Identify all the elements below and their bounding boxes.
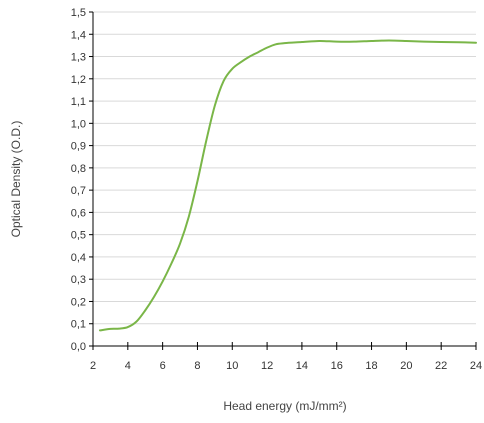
- x-tick-label: 14: [296, 360, 308, 372]
- x-axis-title: Head energy (mJ/mm²): [223, 399, 346, 413]
- y-tick-label: 0,8: [71, 163, 86, 175]
- y-tick-label: 0,0: [71, 341, 86, 353]
- y-tick-label: 1,2: [71, 74, 86, 86]
- optical-density-series-line: [98, 39, 477, 332]
- y-tick-label: 0,5: [71, 230, 86, 242]
- y-tick-label: 1,3: [71, 52, 86, 64]
- x-tick-label: 16: [331, 360, 343, 372]
- y-tick-label: 1,1: [71, 96, 86, 108]
- y-tick-label: 0,3: [71, 274, 86, 286]
- x-tick-label: 4: [125, 360, 131, 372]
- y-tick-label: 0,9: [71, 141, 86, 153]
- y-tick-label: 1,4: [71, 29, 86, 41]
- x-tick-label: 18: [365, 360, 377, 372]
- x-tick-label: 22: [435, 360, 447, 372]
- x-tick-label: 10: [226, 360, 238, 372]
- y-tick-label: 0,1: [71, 319, 86, 331]
- y-tick-label: 0,6: [71, 207, 86, 219]
- y-tick-label: 0,4: [71, 252, 86, 264]
- x-tick-label: 6: [160, 360, 166, 372]
- y-tick-label: 1,5: [71, 7, 86, 19]
- y-tick-label: 0,7: [71, 185, 86, 197]
- y-tick-label: 0,2: [71, 296, 86, 308]
- y-tick-label: 1,0: [71, 118, 86, 130]
- y-axis-title: Optical Density (O.D.): [9, 121, 23, 238]
- x-tick-label: 24: [470, 360, 482, 372]
- x-tick-label: 12: [261, 360, 273, 372]
- x-tick-label: 2: [90, 360, 96, 372]
- x-tick-label: 20: [400, 360, 412, 372]
- x-tick-label: 8: [194, 360, 200, 372]
